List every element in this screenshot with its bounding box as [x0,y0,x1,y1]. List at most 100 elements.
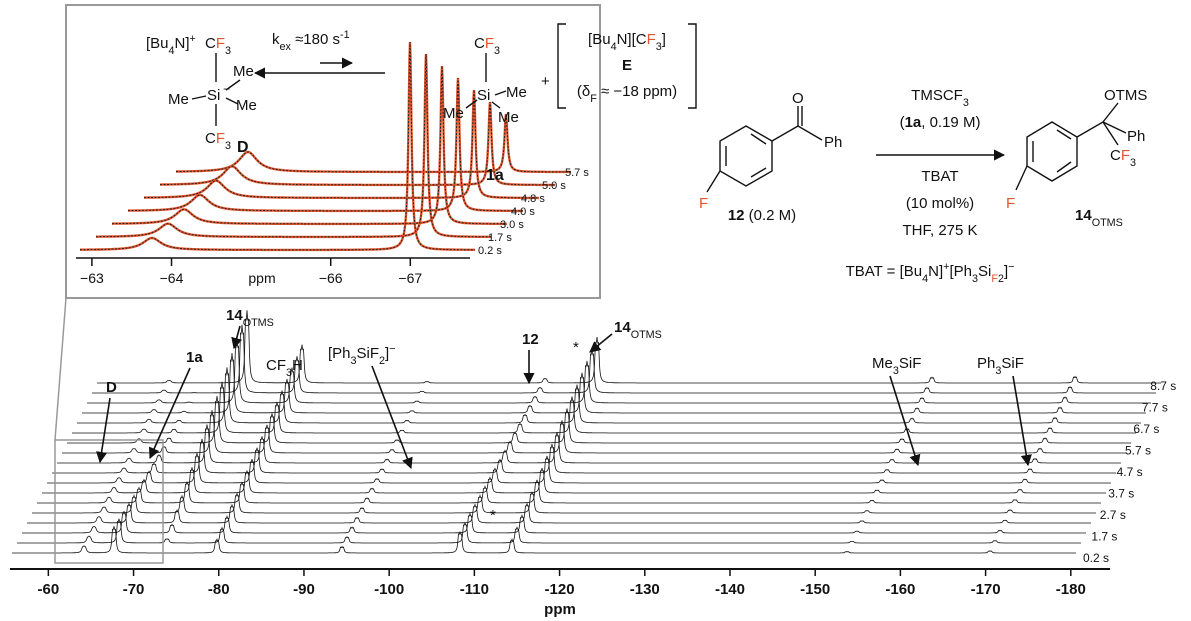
time-label: 4.8 s [521,193,545,205]
plus: + [541,73,550,90]
text-part: , 0.19 M) [921,114,980,131]
text-part: 4 [611,41,617,53]
annotation: [Ph3SiF2]− [328,343,396,367]
spectrum-trace [87,338,1151,404]
text-part: F [991,273,998,285]
text-part: − [1008,261,1014,273]
text-part: C [474,35,485,52]
si: Si [477,87,490,104]
time-label: 2.7 s [1100,508,1126,522]
rate: kex ≈180 s-1 [272,29,350,53]
annotation: 14OTMS [614,319,662,341]
x-tick-label: -90 [293,581,315,598]
catalyst: TBAT [921,168,958,185]
bond [706,170,721,193]
text-part: 14 [614,319,631,336]
inset-trace [80,41,475,251]
text-part: SiF [357,345,380,362]
ring-inner [1032,129,1072,173]
atom: F [699,195,708,212]
text-part: 3 [225,45,231,57]
text-part: F [647,31,656,48]
x-tick-label: -100 [374,581,404,598]
annotation: 12 [522,331,539,348]
time-label: 8.7 s [1150,379,1176,393]
text-part: N] [928,263,943,280]
spectrum-trace [82,353,1146,414]
peak-label: 1a [486,167,504,184]
spectrum-trace [67,395,1131,444]
text-part: 3 [225,140,231,152]
spectrum-trace [97,310,1161,384]
text-part: 3 [1130,157,1136,169]
reagent-amount: (1a, 0.19 M) [900,114,981,131]
text-part: − [389,343,395,355]
time-label: 3.7 s [1108,487,1134,501]
annotation: 14OTMS [226,307,274,329]
text-part: 3 [351,355,357,367]
time-label: 1.7 s [1091,530,1117,544]
bond [1076,121,1104,138]
cf3: CF3 [474,35,500,57]
text-part: 2 [379,355,385,367]
text-part: 3 [494,45,500,57]
x-tick-label: -60 [37,581,59,598]
inset-trace [96,53,491,238]
atom: CF3 [1110,147,1136,169]
text-part: -1 [340,29,350,41]
spectrum-trace [37,479,1101,504]
compound-label: 14OTMS [1075,207,1123,229]
spectrum-trace [17,518,1081,544]
text-part: 3 [972,273,978,285]
atom: Ph [824,134,842,151]
spectrum-trace [77,367,1141,424]
text-part: CF [266,357,286,374]
x-tick-label: −66 [319,270,343,286]
x-tick-label: -70 [123,581,145,598]
text-part: k [272,31,280,48]
bracket [557,23,697,109]
text-part: TBAT = [Bu [846,263,923,280]
bond [1102,102,1119,123]
annotation-arrow [889,375,921,467]
text-part: C [205,35,216,52]
bond [797,125,823,141]
text-part: F [1121,147,1130,164]
time-label: 6.7 s [1133,422,1159,436]
annotation-arrow [1012,375,1032,467]
spectrum-trace [92,324,1156,394]
text-part: [Bu [588,31,611,48]
text-part: 3 [963,97,969,109]
x-tick-label: -120 [545,581,575,598]
bond [1102,121,1127,134]
bond [1102,121,1119,146]
text-part: TMSCF [911,87,963,104]
E-label: E [622,57,632,74]
text-part: N] [175,35,190,52]
time-label: 1.7 s [488,232,512,244]
ring [719,125,773,187]
text-part: ] [385,345,389,362]
zoom-connector [54,297,67,441]
bond [225,97,239,105]
spectrum-trace [27,501,1091,524]
x-tick-label: -160 [885,581,915,598]
annotation: * [490,507,496,524]
spectrum-trace [72,381,1136,434]
fit-trace [160,101,555,187]
spectra [12,310,1161,554]
me: Me [498,109,519,126]
me: Me [168,91,189,108]
text-part: N][C [617,31,647,48]
spectrum-trace [57,424,1121,464]
annotation: D [106,379,117,396]
text-part: [Ph [328,345,351,362]
compound-label: 12 (0.2 M) [728,207,796,224]
time-label: 4.0 s [511,206,535,218]
text-part: ( [900,114,905,131]
si: Si [207,87,220,104]
text-part: ≈ −18 ppm) [597,83,677,100]
text-part: OTMS [1092,217,1123,229]
annotation: 1a [186,349,203,366]
text-part: ] [1004,263,1008,280]
